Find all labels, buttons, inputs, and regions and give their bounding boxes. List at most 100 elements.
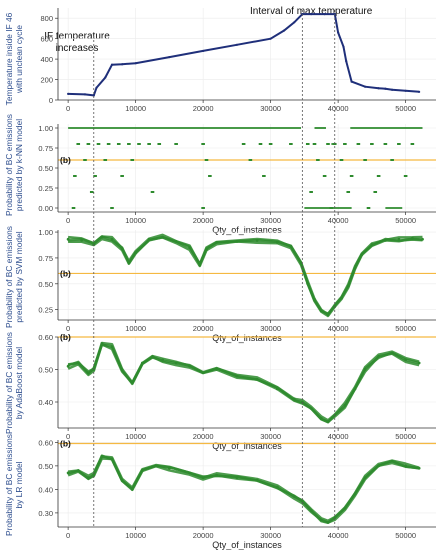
y-axis-label: Probability of BC emissionsby LR model [4, 434, 24, 536]
data-point [248, 159, 253, 161]
data-point [198, 263, 202, 267]
x-tick-label: 10000 [125, 104, 146, 113]
data-point [241, 143, 246, 145]
y-axis-label-line: Probability of BC emissions [4, 434, 14, 536]
data-point [202, 49, 205, 53]
data-point [390, 459, 394, 463]
panel-5: 0.30 0.40 0.50 0.60 0 10000 20000 30000 40000 500… [4, 434, 436, 550]
data-point [86, 371, 90, 375]
y-axis-label-line: by AdaBoost model [14, 347, 24, 419]
x-tick-label: 20000 [193, 216, 214, 225]
data-point [130, 159, 135, 161]
data-point [377, 464, 381, 468]
data-point [110, 237, 114, 241]
data-point [337, 31, 340, 34]
x-tick-label: 40000 [328, 531, 349, 540]
temperature-line [68, 13, 420, 97]
x-tick-label: 0 [66, 432, 70, 441]
data-point [76, 361, 80, 365]
data-point [120, 478, 124, 482]
data-point [376, 175, 381, 177]
data-point [258, 143, 263, 145]
data-point [289, 143, 293, 145]
data-point [127, 143, 131, 145]
data-point [103, 159, 108, 161]
y-tick-label: 0.00 [38, 204, 53, 213]
data-point [110, 345, 114, 349]
data-point [312, 143, 317, 145]
data-point [73, 175, 77, 177]
data-point [329, 207, 334, 209]
b-label: (b) [60, 268, 71, 278]
y-axis-label-line: Probability of BC emissions [4, 226, 14, 328]
y-tick-label: 400 [40, 55, 53, 64]
data-point [410, 143, 415, 145]
data-point [404, 464, 408, 468]
data-point [168, 55, 171, 59]
data-point [346, 191, 351, 193]
data-point [403, 175, 408, 177]
x-tick-label: 0 [66, 104, 70, 113]
x-tick-label: 50000 [395, 104, 416, 113]
data-point [104, 76, 107, 79]
data-point [86, 476, 90, 480]
data-point [364, 85, 367, 88]
data-point [80, 238, 84, 242]
data-point [235, 476, 239, 480]
data-point [326, 143, 330, 145]
data-point [404, 358, 408, 362]
data-point [310, 13, 313, 16]
data-point [121, 63, 124, 66]
y-axis-label: Temperature inside IF 46with unclean cyc… [4, 12, 24, 105]
y-tick-label: 0.30 [38, 509, 53, 518]
data-point [92, 94, 95, 97]
data-point [66, 364, 70, 368]
data-point [86, 143, 91, 145]
x-tick-label: 0 [66, 216, 70, 225]
data-point [326, 420, 330, 423]
x-axis-label: Qty_of_instances [212, 540, 282, 550]
data-point [343, 506, 347, 510]
x-tick-label: 20000 [193, 324, 214, 333]
x-axis-label: Qty_of_instances [212, 225, 282, 235]
data-point [137, 143, 141, 145]
data-point [322, 175, 327, 177]
x-tick-label: 0 [66, 531, 70, 540]
data-point [66, 237, 70, 241]
data-point [326, 520, 330, 524]
x-tick-label: 20000 [193, 432, 214, 441]
y-tick-label: 0.40 [38, 398, 53, 407]
y-axis-label: Probability of BC emissionspredicted by … [4, 226, 24, 328]
data-point [292, 495, 296, 498]
y-tick-label: 0 [49, 96, 53, 105]
data-point [333, 516, 337, 519]
probability-series-line [67, 233, 423, 316]
y-tick-label: 0.50 [38, 462, 53, 471]
data-point [201, 207, 205, 209]
data-point [134, 62, 137, 65]
data-point [353, 387, 357, 391]
y-tick-label: 0.50 [38, 164, 53, 173]
x-tick-label: 30000 [260, 324, 281, 333]
data-point [363, 476, 367, 480]
x-tick-label: 50000 [395, 432, 416, 441]
data-point [235, 374, 239, 378]
y-tick-label: 800 [40, 14, 53, 23]
data-point [235, 239, 239, 243]
data-point [76, 143, 81, 145]
x-tick-label: 10000 [125, 216, 146, 225]
data-point [201, 476, 205, 480]
panel-1: 0 200 400 600 800 0 10000 20000 30000 40000 50000 T… [4, 8, 436, 113]
b-label: (b) [60, 155, 71, 165]
x-tick-label: 20000 [193, 104, 214, 113]
data-point [147, 237, 151, 241]
data-point [76, 469, 80, 472]
data-point [342, 45, 345, 48]
data-point [110, 63, 114, 66]
data-point [397, 237, 401, 241]
y-tick-label: 0.75 [38, 254, 53, 263]
y-axis-label-line: predicted by SVM model [14, 231, 24, 322]
data-point [292, 397, 296, 401]
data-point [356, 143, 361, 145]
data-point [71, 207, 76, 209]
